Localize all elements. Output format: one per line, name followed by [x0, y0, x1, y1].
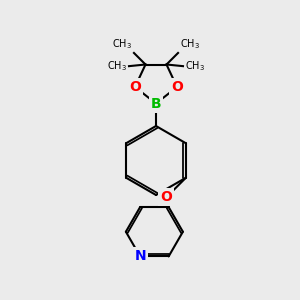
- Text: CH$_3$: CH$_3$: [179, 38, 200, 51]
- Text: O: O: [129, 80, 141, 94]
- Text: CH$_3$: CH$_3$: [112, 38, 133, 51]
- Text: O: O: [171, 80, 183, 94]
- Text: N: N: [134, 249, 146, 263]
- Text: CH$_3$: CH$_3$: [107, 59, 128, 73]
- Text: CH$_3$: CH$_3$: [184, 59, 205, 73]
- Text: B: B: [151, 97, 161, 110]
- Text: O: O: [160, 190, 172, 204]
